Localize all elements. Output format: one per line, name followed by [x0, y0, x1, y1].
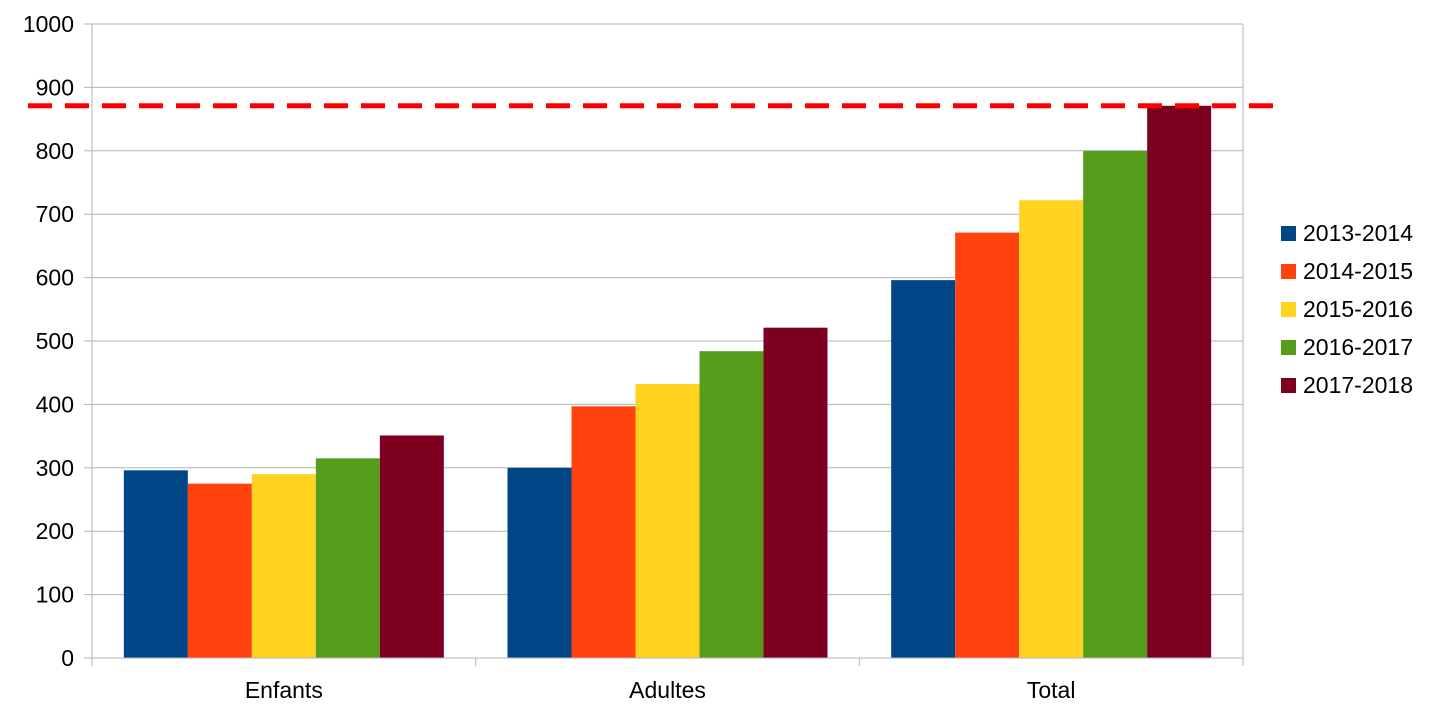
bar-total-2016-2017: [1083, 150, 1148, 659]
legend-label: 2013-2014: [1303, 220, 1413, 246]
y-tick-label: 200: [36, 518, 74, 544]
legend-swatch: [1281, 340, 1296, 355]
x-axis-categories: Enfants Adultes Total: [91, 658, 1244, 703]
y-tick-label: 800: [36, 138, 74, 164]
legend-swatch: [1281, 264, 1296, 279]
legend-swatch: [1281, 302, 1296, 317]
bar-enfants-2017-2018: [379, 435, 444, 658]
bar-adultes-2013-2014: [507, 467, 572, 658]
bar-enfants-2013-2014: [123, 470, 188, 658]
bar-total-2017-2018: [1147, 105, 1212, 658]
legend-label: 2014-2015: [1303, 258, 1413, 284]
legend-label: 2016-2017: [1303, 334, 1413, 360]
y-tick-label: 700: [36, 201, 74, 227]
y-tick-label: 0: [61, 645, 74, 671]
x-category-label: Total: [1027, 677, 1076, 703]
bar-enfants-2014-2015: [187, 483, 252, 658]
bar-total-2015-2016: [1019, 200, 1084, 658]
bar-adultes-2016-2017: [699, 351, 764, 658]
legend-label: 2017-2018: [1303, 372, 1413, 398]
y-axis-ticks: 0 100 200 300 400 500 600 700 800 900 1000: [23, 11, 92, 671]
y-tick-label: 900: [36, 74, 74, 100]
bar-enfants-2016-2017: [315, 458, 380, 658]
bar-adultes-2014-2015: [571, 406, 636, 658]
legend-swatch: [1281, 226, 1296, 241]
bar-total-2014-2015: [955, 232, 1020, 658]
legend: 2013-2014 2014-2015 2015-2016 2016-2017 2017…: [1281, 220, 1413, 398]
y-tick-label: 1000: [23, 11, 74, 37]
x-category-label: Enfants: [245, 677, 323, 703]
bars: [123, 105, 1212, 659]
bar-total-2013-2014: [891, 280, 956, 658]
y-tick-label: 500: [36, 328, 74, 354]
y-tick-label: 600: [36, 265, 74, 291]
legend-label: 2015-2016: [1303, 296, 1413, 322]
y-tick-label: 400: [36, 391, 74, 417]
y-tick-label: 300: [36, 455, 74, 481]
legend-swatch: [1281, 378, 1296, 393]
bar-enfants-2015-2016: [251, 474, 316, 658]
bar-adultes-2015-2016: [635, 384, 700, 658]
bar-adultes-2017-2018: [763, 327, 828, 658]
x-category-label: Adultes: [629, 677, 706, 703]
y-tick-label: 100: [36, 582, 74, 608]
